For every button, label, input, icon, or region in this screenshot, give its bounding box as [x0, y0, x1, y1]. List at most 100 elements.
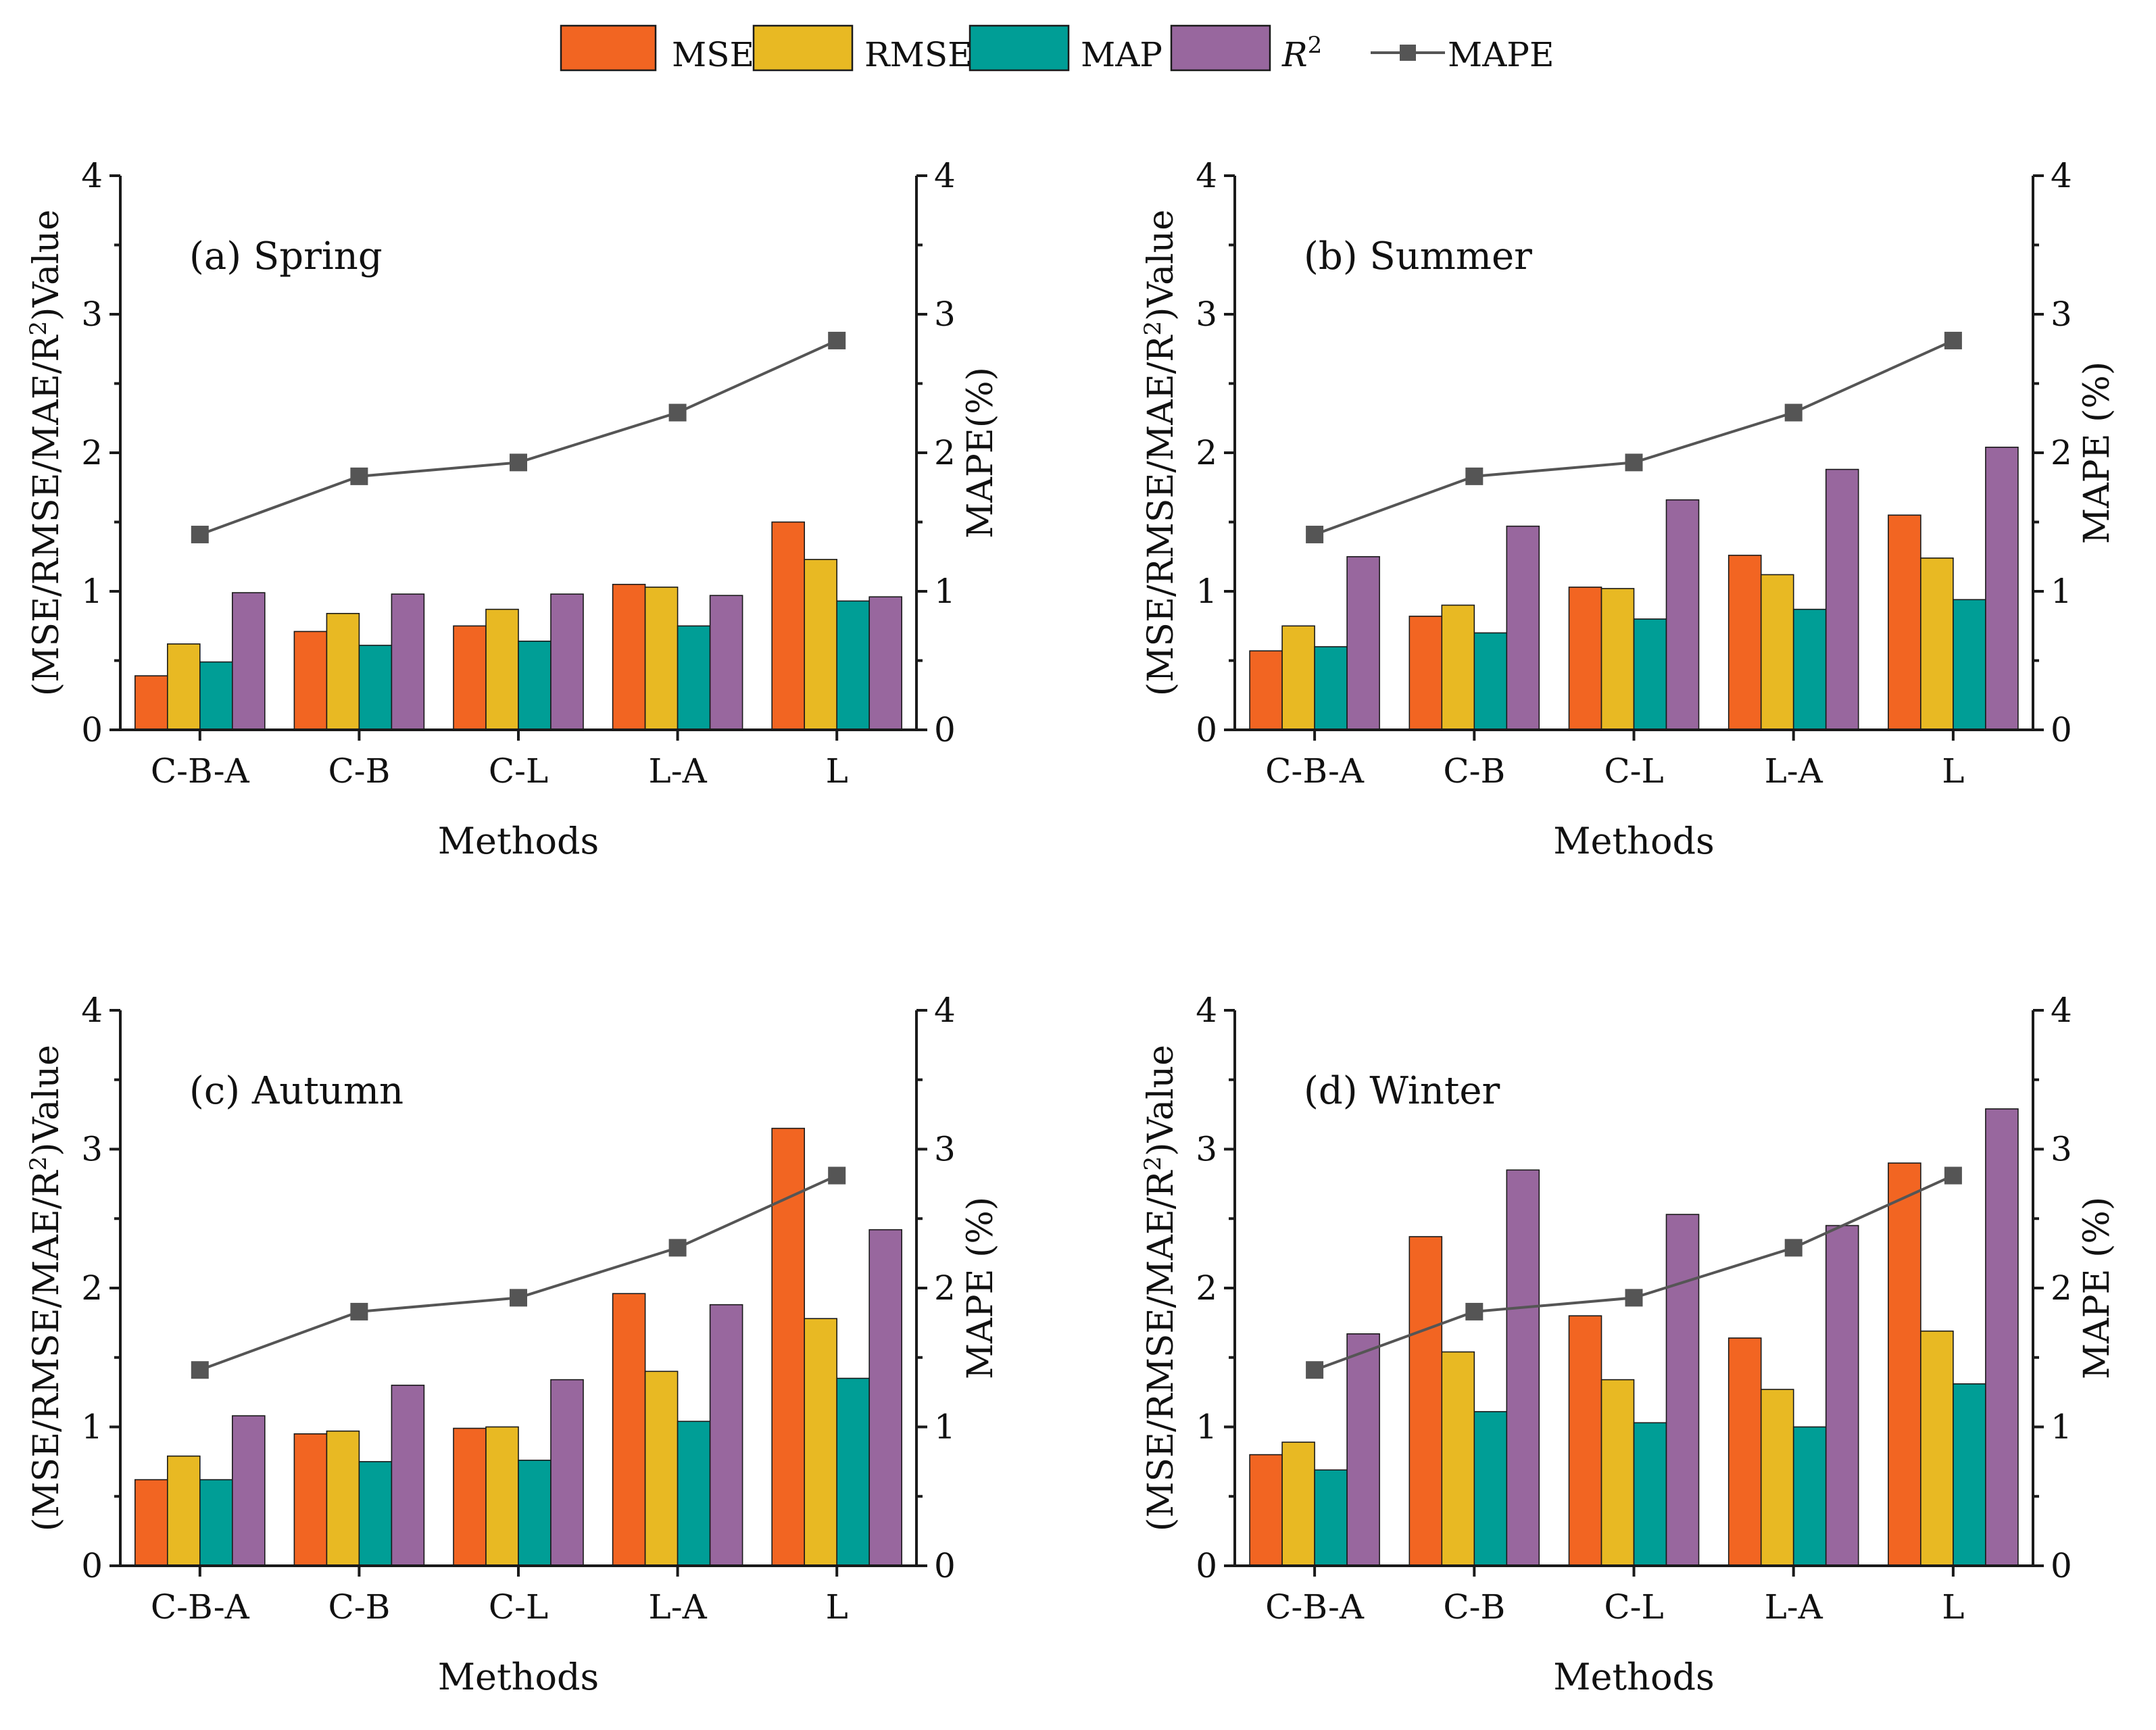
- y-tick-label-1: 1: [81, 1408, 103, 1447]
- y2-tick-label-0: 0: [934, 1546, 956, 1585]
- bar-rmse-c-b-a: [1281, 1441, 1315, 1566]
- y-tick-label-2: 2: [81, 433, 103, 472]
- bar-r2-c-b: [391, 1385, 425, 1566]
- bar-r2-c-b-a: [1346, 555, 1380, 731]
- x-tick-label-c-b-a: C-B-A: [151, 1587, 250, 1627]
- bar-mse-c-l: [1568, 587, 1602, 731]
- y2-tick-label-3: 3: [934, 295, 956, 334]
- y2-axis-title: MAPE (%): [2077, 1197, 2117, 1379]
- bar-map-c-l: [518, 1460, 552, 1566]
- y-axis-title: (MSE/RMSE/MAE/R2)Value: [1140, 209, 1181, 696]
- panel-autumn: 0 0 1 1 2 2 3 3 4 4 C-B-A C-B C-L L-A L Methods (MSE/RMS…: [25, 991, 1001, 1698]
- x-tick-label-c-l: C-L: [489, 1587, 548, 1627]
- bar-mse-l-a: [612, 583, 646, 731]
- bar-map-c-l: [1633, 1422, 1667, 1566]
- mape-marker-l: [828, 331, 846, 349]
- bar-r2-c-b-a: [1346, 1333, 1380, 1566]
- panel-title: (d) Winter: [1304, 1069, 1500, 1113]
- bar-mse-c-b: [1408, 1236, 1443, 1566]
- x-tick-label-c-b: C-B: [328, 751, 390, 791]
- y-tick-label-0: 0: [81, 710, 103, 749]
- bar-rmse-c-b: [1441, 1351, 1475, 1566]
- bar-r2-l-a: [1825, 468, 1859, 731]
- bar-rmse-c-b-a: [167, 1455, 201, 1566]
- x-axis-title: Methods: [1553, 1656, 1715, 1698]
- bar-r2-c-b-a: [231, 592, 266, 731]
- mape-marker-l-a: [668, 403, 687, 422]
- y2-tick-label-1: 1: [2051, 1408, 2072, 1447]
- bar-mse-c-l: [453, 1427, 487, 1566]
- bar-map-l: [1953, 599, 1986, 731]
- bar-rmse-l-a: [1760, 574, 1794, 731]
- x-tick-label-l-a: L-A: [648, 1587, 707, 1627]
- bar-map-l-a: [1792, 1426, 1827, 1566]
- bar-rmse-l: [804, 1318, 837, 1566]
- x-axis-title: Methods: [438, 820, 599, 862]
- bar-map-c-b: [1473, 1411, 1508, 1566]
- panel-spring: 0 0 1 1 2 2 3 3 4 4 C-B-A C-B C-L L-A L Methods (MSE/RMS…: [25, 156, 1001, 862]
- bar-mse-c-b: [293, 631, 328, 731]
- panel-summer: 0 0 1 1 2 2 3 3 4 4 C-B-A C-B C-L L-A L Methods (MSE/RMS…: [1140, 156, 2117, 862]
- y2-tick-label-1: 1: [2051, 572, 2072, 611]
- bar-rmse-l: [1920, 1330, 1954, 1566]
- x-tick-label-c-l: C-L: [489, 751, 548, 791]
- bar-mse-c-l: [1568, 1315, 1602, 1566]
- mape-marker-c-b: [1465, 467, 1484, 485]
- bar-r2-l-a: [709, 595, 743, 731]
- y2-tick-label-2: 2: [2051, 1268, 2072, 1308]
- bar-map-c-b: [358, 1461, 393, 1566]
- bar-mse-c-l: [453, 625, 487, 731]
- y-tick-label-2: 2: [1196, 433, 1217, 472]
- x-tick-label-l: L: [1942, 751, 1964, 791]
- bar-mse-c-b-a: [134, 1479, 168, 1566]
- y2-tick-label-3: 3: [2051, 295, 2072, 334]
- y-axis-title: (MSE/RMSE/MAE/R2)Value: [25, 209, 67, 696]
- y-tick-label-4: 4: [81, 156, 103, 195]
- y2-tick-label-2: 2: [934, 433, 956, 472]
- y-tick-label-1: 1: [1196, 572, 1217, 611]
- bar-map-c-l: [518, 640, 552, 731]
- mape-marker-l-a: [1784, 403, 1803, 422]
- legend-marker-mape: [1400, 45, 1416, 61]
- y-tick-label-2: 2: [1196, 1268, 1217, 1308]
- bar-mse-l: [771, 521, 805, 731]
- x-tick-label-l: L: [826, 1587, 848, 1627]
- y2-axis-title: MAPE(%): [960, 367, 1001, 539]
- x-tick-label-c-l: C-L: [1604, 751, 1663, 791]
- bar-rmse-c-l: [485, 608, 519, 731]
- legend-label-map: MAP: [1081, 35, 1162, 74]
- bar-map-c-b: [358, 645, 393, 731]
- legend-swatch-rmse: [752, 24, 854, 72]
- x-tick-label-l: L: [1942, 1587, 1964, 1627]
- bar-mse-c-b-a: [1249, 1454, 1283, 1566]
- mape-line: [199, 339, 838, 536]
- x-tick-label-c-b: C-B: [1443, 751, 1505, 791]
- mape-marker-l: [1944, 331, 1962, 349]
- mape-marker-c-b: [350, 1302, 368, 1320]
- y-axis-title: (MSE/RMSE/MAE/R2)Value: [25, 1045, 67, 1531]
- y2-tick-label-0: 0: [2051, 710, 2072, 749]
- bar-rmse-c-l: [485, 1426, 519, 1566]
- y-tick-label-1: 1: [81, 572, 103, 611]
- bar-mse-l: [1888, 514, 1921, 731]
- mape-marker-c-l: [1625, 1289, 1643, 1307]
- bar-rmse-l-a: [644, 1370, 679, 1566]
- bar-map-c-b-a: [199, 661, 233, 731]
- legend: MSE RMSE MAP R2 MAPE: [560, 24, 1554, 74]
- bar-mse-l-a: [612, 1293, 646, 1566]
- bar-rmse-c-b: [326, 1430, 360, 1566]
- bar-map-c-b-a: [1314, 646, 1348, 731]
- bar-mse-l-a: [1728, 1337, 1762, 1566]
- bar-r2-c-l: [1665, 499, 1700, 731]
- x-tick-label-l-a: L-A: [648, 751, 707, 791]
- y-tick-label-3: 3: [1196, 1130, 1217, 1169]
- bar-rmse-c-l: [1600, 1379, 1635, 1566]
- bar-r2-l: [868, 1229, 902, 1566]
- y-tick-label-0: 0: [81, 1546, 103, 1585]
- x-tick-label-c-b: C-B: [328, 1587, 390, 1627]
- y2-tick-label-4: 4: [934, 156, 956, 195]
- mape-marker-l: [1944, 1166, 1962, 1185]
- bar-map-l-a: [1792, 608, 1827, 731]
- bar-r2-c-l: [550, 1379, 584, 1566]
- y2-tick-label-1: 1: [934, 572, 956, 611]
